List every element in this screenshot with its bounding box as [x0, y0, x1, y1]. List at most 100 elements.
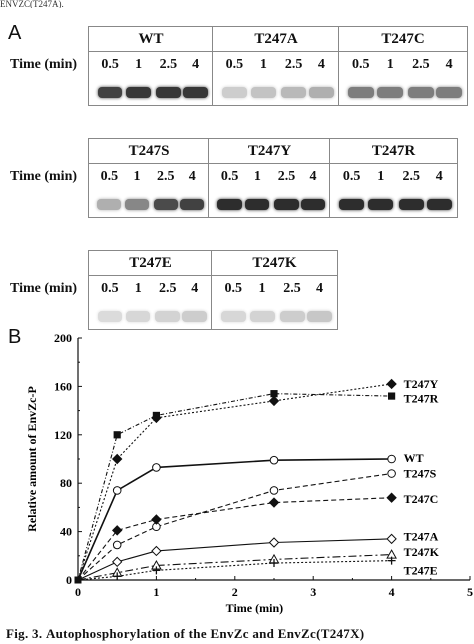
timepoint-label: 4	[317, 57, 325, 72]
data-point	[387, 556, 396, 565]
series-label-t247a: T247A	[404, 529, 439, 543]
gel-sample-label: T247K	[212, 251, 337, 276]
data-point	[151, 545, 162, 557]
timepoint-label: 0.5	[342, 169, 361, 184]
timepoint-label: 1	[377, 169, 385, 184]
series-label-t247e: T247E	[404, 563, 438, 577]
gel-band	[155, 311, 180, 322]
x-tick-label: 4	[389, 585, 395, 599]
gel-band	[249, 311, 275, 322]
time-axis-label: Time (min)	[10, 169, 78, 184]
gel-block-t247r: T247R 0.5 1 2.5 4	[329, 138, 458, 218]
figure-number: Fig. 3.	[6, 626, 43, 641]
gel-band	[308, 87, 334, 98]
figure-caption-text: Autophosphorylation of the EnvZc and Env…	[45, 626, 365, 641]
gel-block-t247e: T247E 0.5 1 2.5 4	[88, 250, 213, 330]
data-point	[387, 454, 396, 464]
timepoint-label: 1	[133, 169, 141, 184]
gel-lane	[209, 191, 330, 217]
timepoint-label: 4	[445, 57, 453, 72]
gel-band	[300, 199, 326, 210]
gel-band	[338, 199, 365, 210]
gel-timepoints: 0.5 1 2.5 4	[89, 52, 213, 78]
timepoint-label: 1	[134, 281, 142, 296]
x-tick-label: 2	[232, 585, 238, 599]
data-point	[269, 486, 279, 495]
timepoint-label: 2.5	[158, 281, 177, 296]
y-tick-label: 40	[60, 525, 72, 539]
gel-band	[126, 87, 151, 98]
data-point	[112, 540, 122, 550]
gel-lane	[212, 303, 337, 329]
timepoint-label: 2.5	[159, 57, 178, 72]
gel-band	[368, 199, 394, 210]
gel-timepoints: 0.5 1 2.5 4	[89, 164, 209, 190]
gel-timepoints: 0.5 1 2.5 4	[209, 164, 330, 190]
data-point	[386, 492, 397, 503]
gel-band	[250, 87, 276, 98]
data-point	[268, 537, 280, 548]
x-tick-label: 3	[310, 585, 316, 599]
x-tick-label: 0	[75, 585, 81, 599]
series-label-t247k: T247K	[404, 545, 440, 559]
panel-a-letter: A	[8, 22, 22, 44]
panel-b-letter: B	[8, 326, 22, 348]
gel-lane	[213, 79, 339, 105]
header-fragment: ENVZC(T247A).	[0, 0, 64, 8]
gel-sample-label: T247C	[339, 27, 467, 52]
data-point	[269, 455, 279, 465]
series-label-t247c: T247C	[404, 492, 439, 506]
gel-band	[408, 87, 434, 98]
timepoint-label: 1	[135, 57, 143, 72]
timepoint-label: 0.5	[224, 281, 243, 296]
data-point	[111, 525, 123, 536]
gel-band	[377, 87, 403, 98]
gel-sample-label: T247E	[89, 251, 212, 276]
timepoint-label: 1	[386, 57, 394, 72]
gel-block-t247y: T247Y 0.5 1 2.5 4	[208, 138, 331, 218]
gel-lane	[330, 191, 457, 217]
timepoint-label: 0.5	[352, 57, 370, 72]
gel-band	[97, 87, 123, 98]
y-tick-label: 160	[54, 379, 72, 393]
data-point	[270, 390, 278, 398]
gel-block-t247c: T247C 0.5 1 2.5 4	[338, 26, 468, 106]
time-axis-label: Time (min)	[10, 281, 78, 296]
timepoint-label: 4	[435, 169, 443, 184]
gel-band	[183, 87, 209, 98]
gel-band	[436, 87, 462, 98]
series-line-t247s	[77, 472, 392, 581]
timepoint-label: 4	[316, 281, 323, 296]
data-point	[151, 514, 162, 525]
timepoint-label: 1	[259, 57, 267, 72]
series-label-t247r: T247R	[404, 392, 439, 406]
timepoint-label: 4	[188, 169, 196, 184]
data-point	[386, 533, 397, 545]
data-point	[270, 559, 278, 568]
gel-sample-label: T247S	[89, 139, 209, 164]
timepoint-label: 0.5	[225, 57, 244, 72]
data-point	[386, 378, 397, 390]
gel-sample-label: T247A	[213, 27, 339, 52]
gel-sample-label: T247Y	[209, 139, 330, 164]
gel-timepoints: 0.5 1 2.5 4	[339, 52, 467, 78]
gel-block-t247k: T247K 0.5 1 2.5 4	[211, 250, 338, 330]
figure-caption: Fig. 3. Autophosphorylation of the EnvZc…	[6, 626, 474, 642]
series-line-t247c	[77, 497, 392, 581]
series-line-t247e	[77, 560, 392, 581]
data-point	[152, 411, 160, 420]
gel-band	[220, 311, 246, 322]
data-point	[388, 392, 396, 400]
gel-sample-label: WT	[89, 27, 213, 52]
origin-point	[74, 576, 82, 584]
gel-band	[347, 87, 374, 98]
gel-timepoints: 0.5 1 2.5 4	[212, 276, 337, 302]
gel-band	[279, 311, 305, 322]
series-line-wt	[77, 458, 392, 581]
gel-band	[426, 199, 452, 210]
gel-timepoints: 0.5 1 2.5 4	[213, 52, 339, 78]
timepoint-label: 2.5	[157, 169, 175, 184]
data-point	[113, 431, 121, 439]
y-axis-title: Relative amount of EnvZc-P	[25, 386, 39, 532]
timepoint-label: 4	[191, 281, 199, 296]
